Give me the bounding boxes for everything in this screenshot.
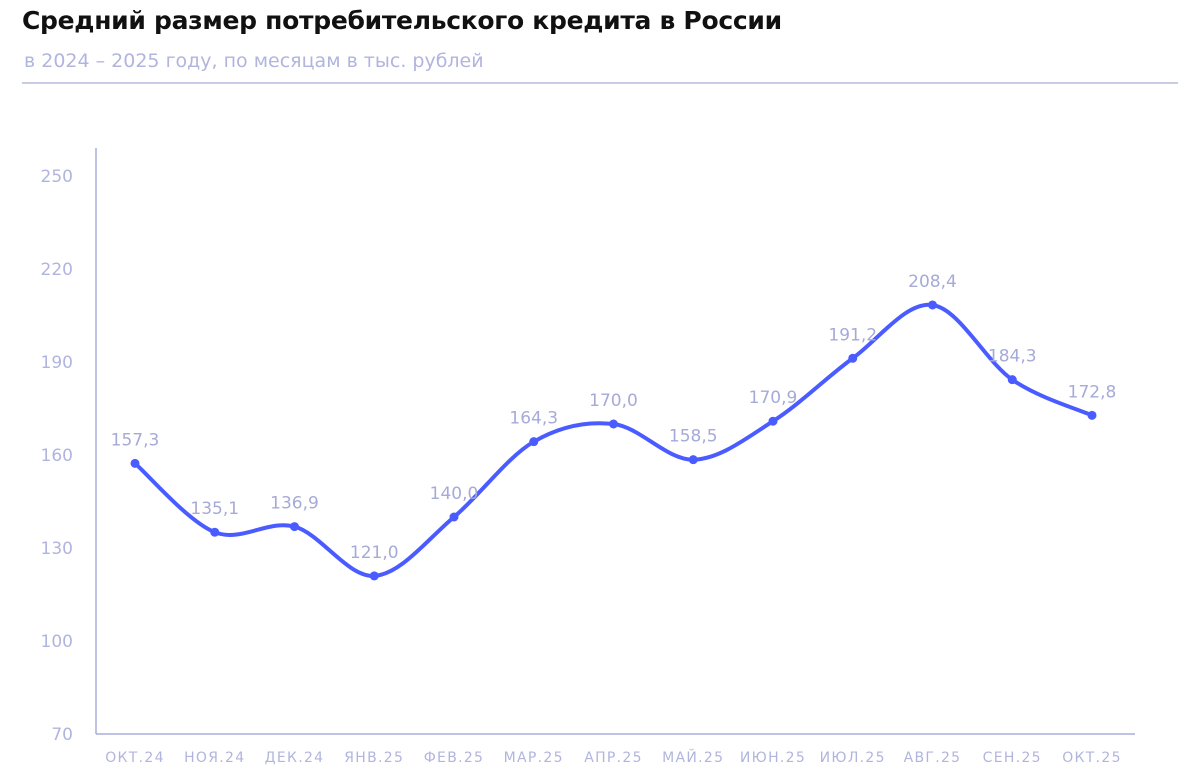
header-divider (22, 82, 1178, 84)
data-label: 208,4 (908, 272, 957, 292)
data-label: 157,3 (111, 430, 160, 450)
x-tick-label: ОКТ.24 (105, 750, 165, 766)
y-tick-label: 160 (41, 446, 73, 466)
series-line (133, 302, 1094, 578)
data-point (609, 419, 618, 429)
x-tick-label: ИЮН.25 (740, 750, 806, 766)
data-label: 164,3 (509, 409, 558, 429)
data-point (369, 571, 379, 581)
data-point (210, 527, 220, 537)
data-point (688, 455, 698, 465)
data-point (130, 458, 140, 468)
x-tick-label: ОКТ.25 (1062, 750, 1122, 766)
data-label: 172,8 (1068, 382, 1117, 402)
y-tick-label: 130 (41, 539, 73, 559)
x-tick-label: АПР.25 (584, 750, 643, 766)
data-point (529, 437, 539, 447)
x-tick-label: АВГ.25 (904, 750, 962, 766)
data-label: 121,0 (350, 543, 399, 563)
data-label: 136,9 (270, 494, 319, 514)
data-label: 140,0 (430, 484, 479, 504)
y-tick-label: 70 (51, 725, 73, 745)
x-tick-label: ИЮЛ.25 (820, 750, 886, 766)
y-tick-label: 250 (41, 167, 73, 187)
data-label: 170,9 (749, 388, 798, 408)
y-tick-label: 190 (41, 353, 73, 373)
x-tick-label: МАР.25 (504, 750, 564, 766)
y-tick-label: 220 (41, 260, 73, 280)
x-tick-label: МАЙ.25 (662, 748, 724, 766)
data-point (928, 300, 937, 310)
data-label: 135,1 (190, 499, 239, 519)
data-point (1007, 375, 1017, 385)
data-label: 184,3 (988, 347, 1037, 367)
data-point (848, 353, 858, 363)
data-label: 170,0 (589, 391, 638, 411)
x-tick-label: СЕН.25 (983, 750, 1042, 766)
y-tick-label: 100 (41, 632, 73, 652)
data-label: 158,5 (669, 427, 718, 447)
x-tick-label: ДЕК.24 (265, 750, 325, 766)
x-tick-label: ЯНВ.25 (344, 750, 404, 766)
chart-title: Средний размер потребительского кредита … (22, 6, 782, 35)
x-tick-label: НОЯ.24 (184, 750, 245, 766)
data-label: 191,2 (828, 325, 877, 345)
data-point (449, 512, 459, 522)
chart-subtitle: в 2024 – 2025 году, по месяцам в тыс. ру… (24, 50, 484, 72)
data-point (290, 522, 299, 532)
data-point (1087, 410, 1097, 420)
x-tick-label: ФЕВ.25 (424, 750, 485, 766)
data-point (768, 416, 778, 426)
